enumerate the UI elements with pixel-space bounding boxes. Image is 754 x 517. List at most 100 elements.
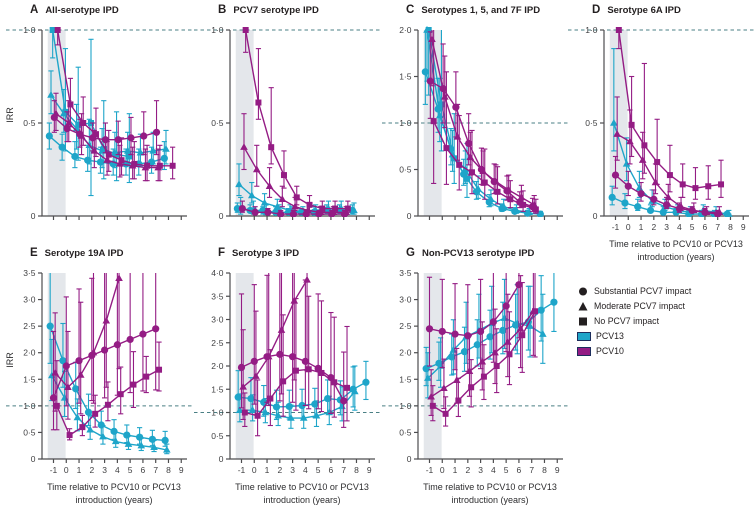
y-tick-label: 1·0 xyxy=(399,401,412,411)
circle-marker-icon xyxy=(579,287,587,295)
data-point-triangle xyxy=(499,202,508,210)
y-tick-label: 0 xyxy=(31,454,36,464)
plot-area xyxy=(233,27,358,217)
plot-area xyxy=(421,25,544,217)
data-point-square xyxy=(430,118,437,125)
x-tick-label: 5 xyxy=(128,465,133,475)
data-point-triangle xyxy=(252,372,260,379)
data-point-square xyxy=(118,157,125,164)
y-tick-labels: 0 0·5 1·0 1·5 2·0 2·5 3·0 3·5 xyxy=(399,268,412,464)
data-point-triangle xyxy=(86,425,94,433)
square-marker-icon xyxy=(579,317,587,325)
data-point-circle xyxy=(426,77,434,85)
x-tick-label: -1 xyxy=(50,465,58,475)
y-tick-label: 0·5 xyxy=(23,427,36,437)
x-tick-label: 0 xyxy=(252,465,257,475)
data-point-square xyxy=(468,169,475,176)
legend-label: Moderate PCV7 impact xyxy=(594,301,685,311)
x-tick-label: 8 xyxy=(166,465,171,475)
x-tick-label: 7 xyxy=(153,465,158,475)
data-point-triangle xyxy=(517,193,526,201)
data-point-triangle xyxy=(299,413,308,421)
data-point-triangle xyxy=(690,206,698,214)
x-tick-label: 5 xyxy=(504,465,509,475)
data-point-circle xyxy=(161,436,169,444)
data-point-triangle xyxy=(715,208,724,215)
series-pcv10-none xyxy=(241,295,351,437)
data-point-circle xyxy=(75,357,83,365)
data-point-square xyxy=(332,205,339,212)
data-point-circle xyxy=(63,124,71,133)
data-point-square xyxy=(344,205,351,212)
x-axis-title-line1: Time relative to PCV10 or PCV13 xyxy=(609,239,743,249)
x-tick-labels: -1 0 1 2 3 4 5 6 7 8 9 xyxy=(238,465,372,475)
data-point-square xyxy=(268,144,275,151)
data-point-circle xyxy=(272,403,281,411)
data-point-triangle xyxy=(500,314,509,321)
y-tick-labels: 0 0·5 1·0 xyxy=(211,25,224,221)
panel-f-x-axis-title: Time relative to PCV10 or PCV13 introduc… xyxy=(224,481,380,507)
data-point-triangle xyxy=(610,118,618,126)
x-tick-label: 3 xyxy=(102,465,107,475)
panel-c-title: Serotypes 1, 5, and 7F IPD xyxy=(421,5,541,16)
series-pcv10-moderate xyxy=(240,113,350,215)
plot-area xyxy=(234,273,370,437)
data-point-square xyxy=(126,153,133,160)
axes xyxy=(414,29,563,220)
y-tick-labels: 0 0·5 1·0 1·5 2·0 2·5 3·0 3·5 xyxy=(23,268,36,464)
trend-line xyxy=(49,325,166,442)
x-tick-label: 7 xyxy=(529,465,534,475)
data-point-circle xyxy=(140,132,148,140)
panel-f-title: Serotype 3 IPD xyxy=(232,248,300,259)
data-point-triangle xyxy=(526,322,534,329)
data-point-triangle xyxy=(613,130,621,137)
data-point-triangle xyxy=(163,445,171,453)
panel-b-title: PCV7 serotype IPD xyxy=(233,5,319,16)
y-tick-label: 2·0 xyxy=(399,25,412,35)
x-tick-label: 0 xyxy=(64,465,69,475)
data-point-triangle xyxy=(440,384,448,392)
y-tick-label: 1·0 xyxy=(585,25,598,35)
data-point-square xyxy=(80,120,87,126)
data-point-circle xyxy=(473,341,481,349)
data-point-triangle xyxy=(487,195,495,202)
panel-g-title: Non-PCV13 serotype IPD xyxy=(421,248,535,259)
data-point-triangle xyxy=(73,413,82,421)
data-point-square xyxy=(143,373,150,380)
data-point-circle xyxy=(650,195,658,203)
x-tick-label: 0 xyxy=(440,465,445,475)
panel-e: E Serotype 19A IPD 0 0·5 1·0 1·5 2·0 2·5 3·0 3·… xyxy=(6,247,192,507)
data-point-circle xyxy=(84,408,93,416)
data-point-circle xyxy=(247,394,255,403)
y-tick-label: 0·5 xyxy=(211,118,224,128)
panel-a-letter: A xyxy=(30,4,39,16)
y-tick-label: 0 xyxy=(219,454,224,464)
axes xyxy=(226,29,375,220)
series-pcv10-substantial xyxy=(237,273,348,428)
data-point-square xyxy=(92,410,99,417)
data-point-square xyxy=(506,351,513,358)
x-tick-label: 9 xyxy=(741,222,746,232)
y-tick-label: 2·0 xyxy=(23,348,36,358)
data-point-circle xyxy=(148,435,156,443)
data-point-square xyxy=(92,131,99,138)
panel-c-header: C Serotypes 1, 5, and 7F IPD xyxy=(382,4,568,22)
data-point-square xyxy=(242,27,249,33)
data-point-circle xyxy=(659,208,667,216)
x-tick-label: 1 xyxy=(639,222,644,232)
y-tick-label: 1·5 xyxy=(23,374,36,384)
data-point-triangle xyxy=(677,202,685,210)
data-point-square xyxy=(654,159,661,166)
x-tick-label: 3 xyxy=(290,465,295,475)
panel-d-letter: D xyxy=(592,4,601,16)
data-point-circle xyxy=(127,134,135,142)
plot-area xyxy=(422,273,558,427)
data-point-triangle xyxy=(291,202,299,210)
data-point-circle xyxy=(537,306,545,314)
panel-a-chart: 0 0·5 1·0 xyxy=(6,25,192,221)
data-point-circle xyxy=(646,206,655,215)
x-tick-label: -1 xyxy=(612,222,620,232)
series-pcv10-none xyxy=(615,27,725,200)
x-tick-label: -1 xyxy=(238,465,246,475)
data-point-triangle xyxy=(312,411,321,419)
